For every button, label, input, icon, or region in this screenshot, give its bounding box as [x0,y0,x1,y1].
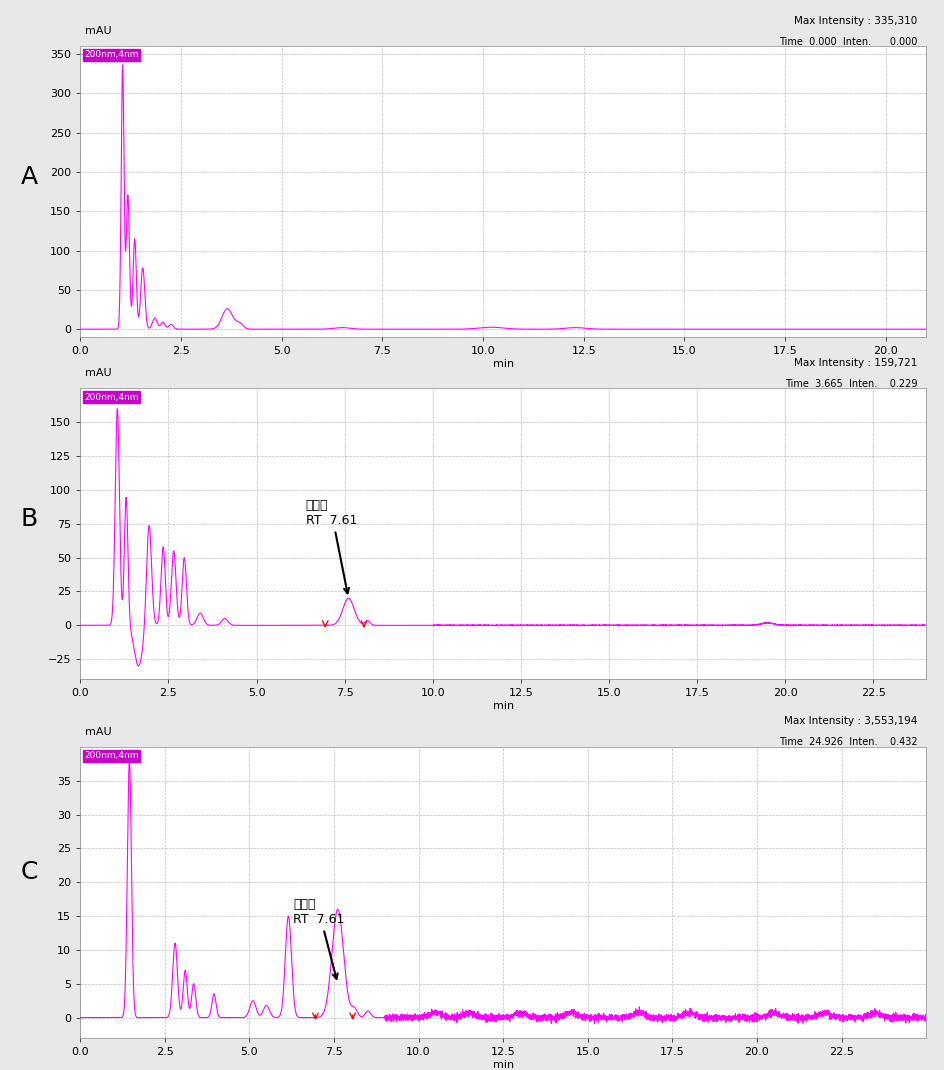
Text: B: B [21,507,38,531]
Text: mAU: mAU [84,368,111,379]
Text: Max Intensity : 159,721: Max Intensity : 159,721 [793,358,917,368]
Text: Time  0.000  Inten.      0.000: Time 0.000 Inten. 0.000 [779,36,917,46]
Text: mAU: mAU [84,727,111,737]
Text: Time  3.665  Inten.    0.229: Time 3.665 Inten. 0.229 [784,379,917,388]
Text: Time  24.926  Inten.    0.432: Time 24.926 Inten. 0.432 [778,737,917,747]
Text: 200nm,4nm: 200nm,4nm [84,50,139,59]
Text: 200nm,4nm: 200nm,4nm [84,751,139,760]
Text: mAU: mAU [84,26,111,36]
Text: 솔라닌
RT  7.61: 솔라닌 RT 7.61 [294,898,345,979]
Text: Max Intensity : 3,553,194: Max Intensity : 3,553,194 [784,717,917,727]
X-axis label: min: min [492,358,514,369]
Text: Max Intensity : 335,310: Max Intensity : 335,310 [794,16,917,26]
Text: A: A [21,165,38,188]
X-axis label: min: min [492,1059,514,1070]
Text: C: C [21,860,38,884]
Text: 솔라닌
RT  7.61: 솔라닌 RT 7.61 [306,499,357,593]
Text: 200nm,4nm: 200nm,4nm [84,393,139,401]
X-axis label: min: min [492,701,514,712]
